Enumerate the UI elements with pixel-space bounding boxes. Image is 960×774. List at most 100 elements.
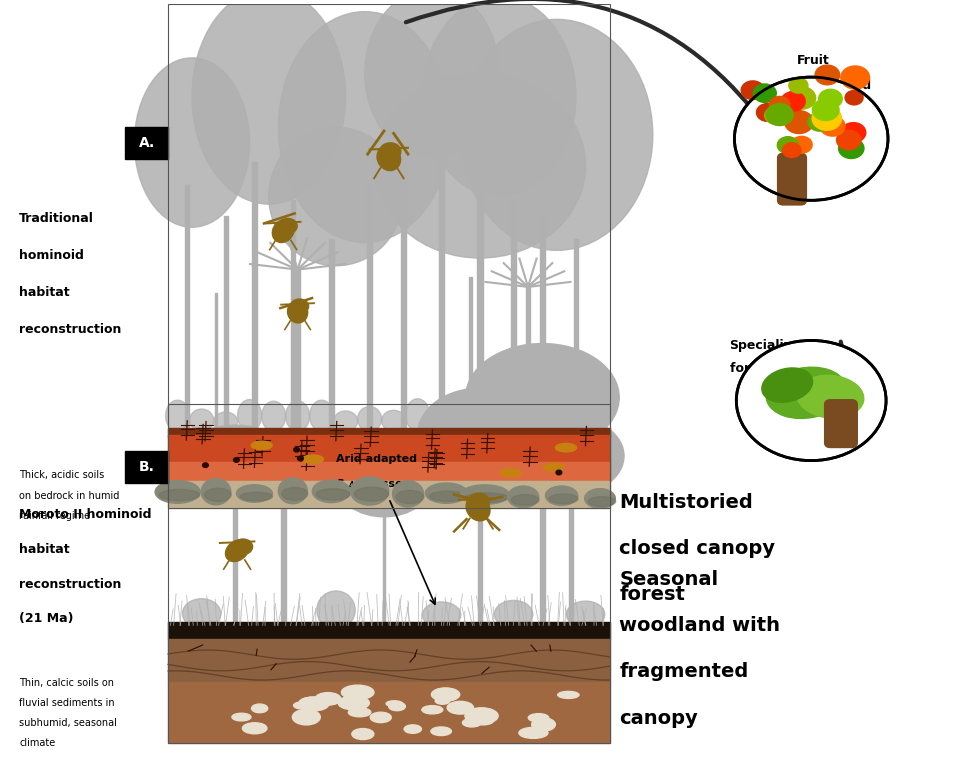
Ellipse shape (404, 724, 421, 733)
Circle shape (841, 66, 870, 89)
Circle shape (756, 104, 779, 122)
Ellipse shape (766, 367, 847, 419)
Text: reconstruction: reconstruction (19, 577, 122, 591)
Ellipse shape (518, 417, 624, 495)
Ellipse shape (429, 491, 468, 502)
Ellipse shape (242, 723, 267, 734)
Ellipse shape (431, 727, 451, 735)
Bar (526, 287, 531, 431)
Bar (478, 471, 482, 625)
Ellipse shape (461, 19, 653, 250)
Ellipse shape (389, 702, 405, 711)
Ellipse shape (447, 701, 473, 714)
Circle shape (765, 107, 787, 124)
Text: (21 Ma): (21 Ma) (19, 612, 74, 625)
Text: for leaf diet: for leaf diet (730, 362, 812, 375)
Circle shape (836, 130, 861, 149)
Bar (569, 487, 573, 625)
Bar (168, 4, 610, 509)
Text: woodland with: woodland with (619, 616, 780, 635)
Bar (512, 200, 516, 431)
Text: habitat: habitat (19, 286, 70, 299)
Ellipse shape (338, 696, 370, 710)
FancyBboxPatch shape (125, 450, 168, 483)
Ellipse shape (165, 400, 189, 431)
Ellipse shape (316, 488, 350, 500)
Ellipse shape (232, 713, 251, 721)
Ellipse shape (371, 712, 392, 723)
Ellipse shape (508, 486, 539, 508)
Circle shape (820, 116, 845, 136)
Text: C: C (336, 479, 344, 489)
Ellipse shape (396, 491, 424, 504)
Bar (540, 216, 544, 431)
Bar (440, 154, 444, 431)
Ellipse shape (336, 447, 432, 517)
Ellipse shape (393, 481, 423, 507)
Ellipse shape (286, 401, 309, 431)
Circle shape (787, 87, 816, 109)
Bar (291, 200, 295, 431)
Ellipse shape (532, 718, 556, 731)
Ellipse shape (156, 481, 200, 503)
Text: Arid adapted: Arid adapted (336, 454, 417, 464)
Bar (224, 216, 228, 431)
Text: rainfall regime: rainfall regime (19, 512, 90, 522)
Bar (400, 139, 405, 431)
Text: dominated: dominated (797, 79, 872, 91)
Ellipse shape (549, 401, 573, 431)
Bar (468, 277, 472, 431)
Ellipse shape (466, 344, 619, 451)
Text: climate: climate (19, 738, 56, 748)
Ellipse shape (273, 220, 294, 242)
Ellipse shape (312, 480, 350, 502)
Ellipse shape (269, 127, 403, 265)
Circle shape (778, 137, 799, 154)
Ellipse shape (374, 74, 586, 258)
Bar (168, 428, 610, 437)
Bar (296, 269, 300, 431)
Ellipse shape (556, 444, 577, 452)
Text: fragmented: fragmented (619, 663, 749, 681)
Ellipse shape (461, 485, 509, 505)
Ellipse shape (422, 602, 461, 628)
Bar (215, 293, 217, 431)
Ellipse shape (278, 12, 451, 243)
Ellipse shape (213, 412, 238, 431)
Ellipse shape (238, 399, 261, 431)
Bar (168, 4, 610, 431)
Ellipse shape (281, 488, 308, 500)
Ellipse shape (294, 447, 300, 452)
Ellipse shape (309, 400, 334, 431)
Ellipse shape (573, 402, 597, 431)
Ellipse shape (453, 407, 477, 431)
Ellipse shape (558, 691, 579, 698)
Text: 4: 4 (348, 481, 353, 490)
Circle shape (812, 99, 839, 121)
Bar (252, 162, 257, 431)
Ellipse shape (204, 488, 231, 502)
Ellipse shape (566, 601, 605, 628)
Text: Multistoried: Multistoried (619, 493, 753, 512)
Ellipse shape (240, 492, 273, 501)
Text: Traditional: Traditional (19, 212, 94, 225)
Circle shape (781, 91, 805, 111)
Circle shape (734, 77, 888, 200)
Text: diet: diet (797, 103, 825, 116)
Bar (185, 185, 189, 431)
Ellipse shape (525, 407, 549, 431)
Ellipse shape (545, 486, 578, 505)
Ellipse shape (278, 478, 307, 504)
Ellipse shape (501, 407, 525, 431)
Ellipse shape (299, 697, 329, 711)
Text: Seasonal: Seasonal (619, 570, 718, 589)
Text: subhumid, seasonal: subhumid, seasonal (19, 717, 117, 728)
Ellipse shape (192, 0, 346, 204)
Ellipse shape (315, 693, 341, 705)
Ellipse shape (405, 399, 429, 431)
Ellipse shape (236, 485, 273, 502)
Text: habitat: habitat (19, 543, 70, 556)
Ellipse shape (425, 483, 468, 503)
Circle shape (736, 341, 886, 461)
Ellipse shape (261, 401, 286, 431)
